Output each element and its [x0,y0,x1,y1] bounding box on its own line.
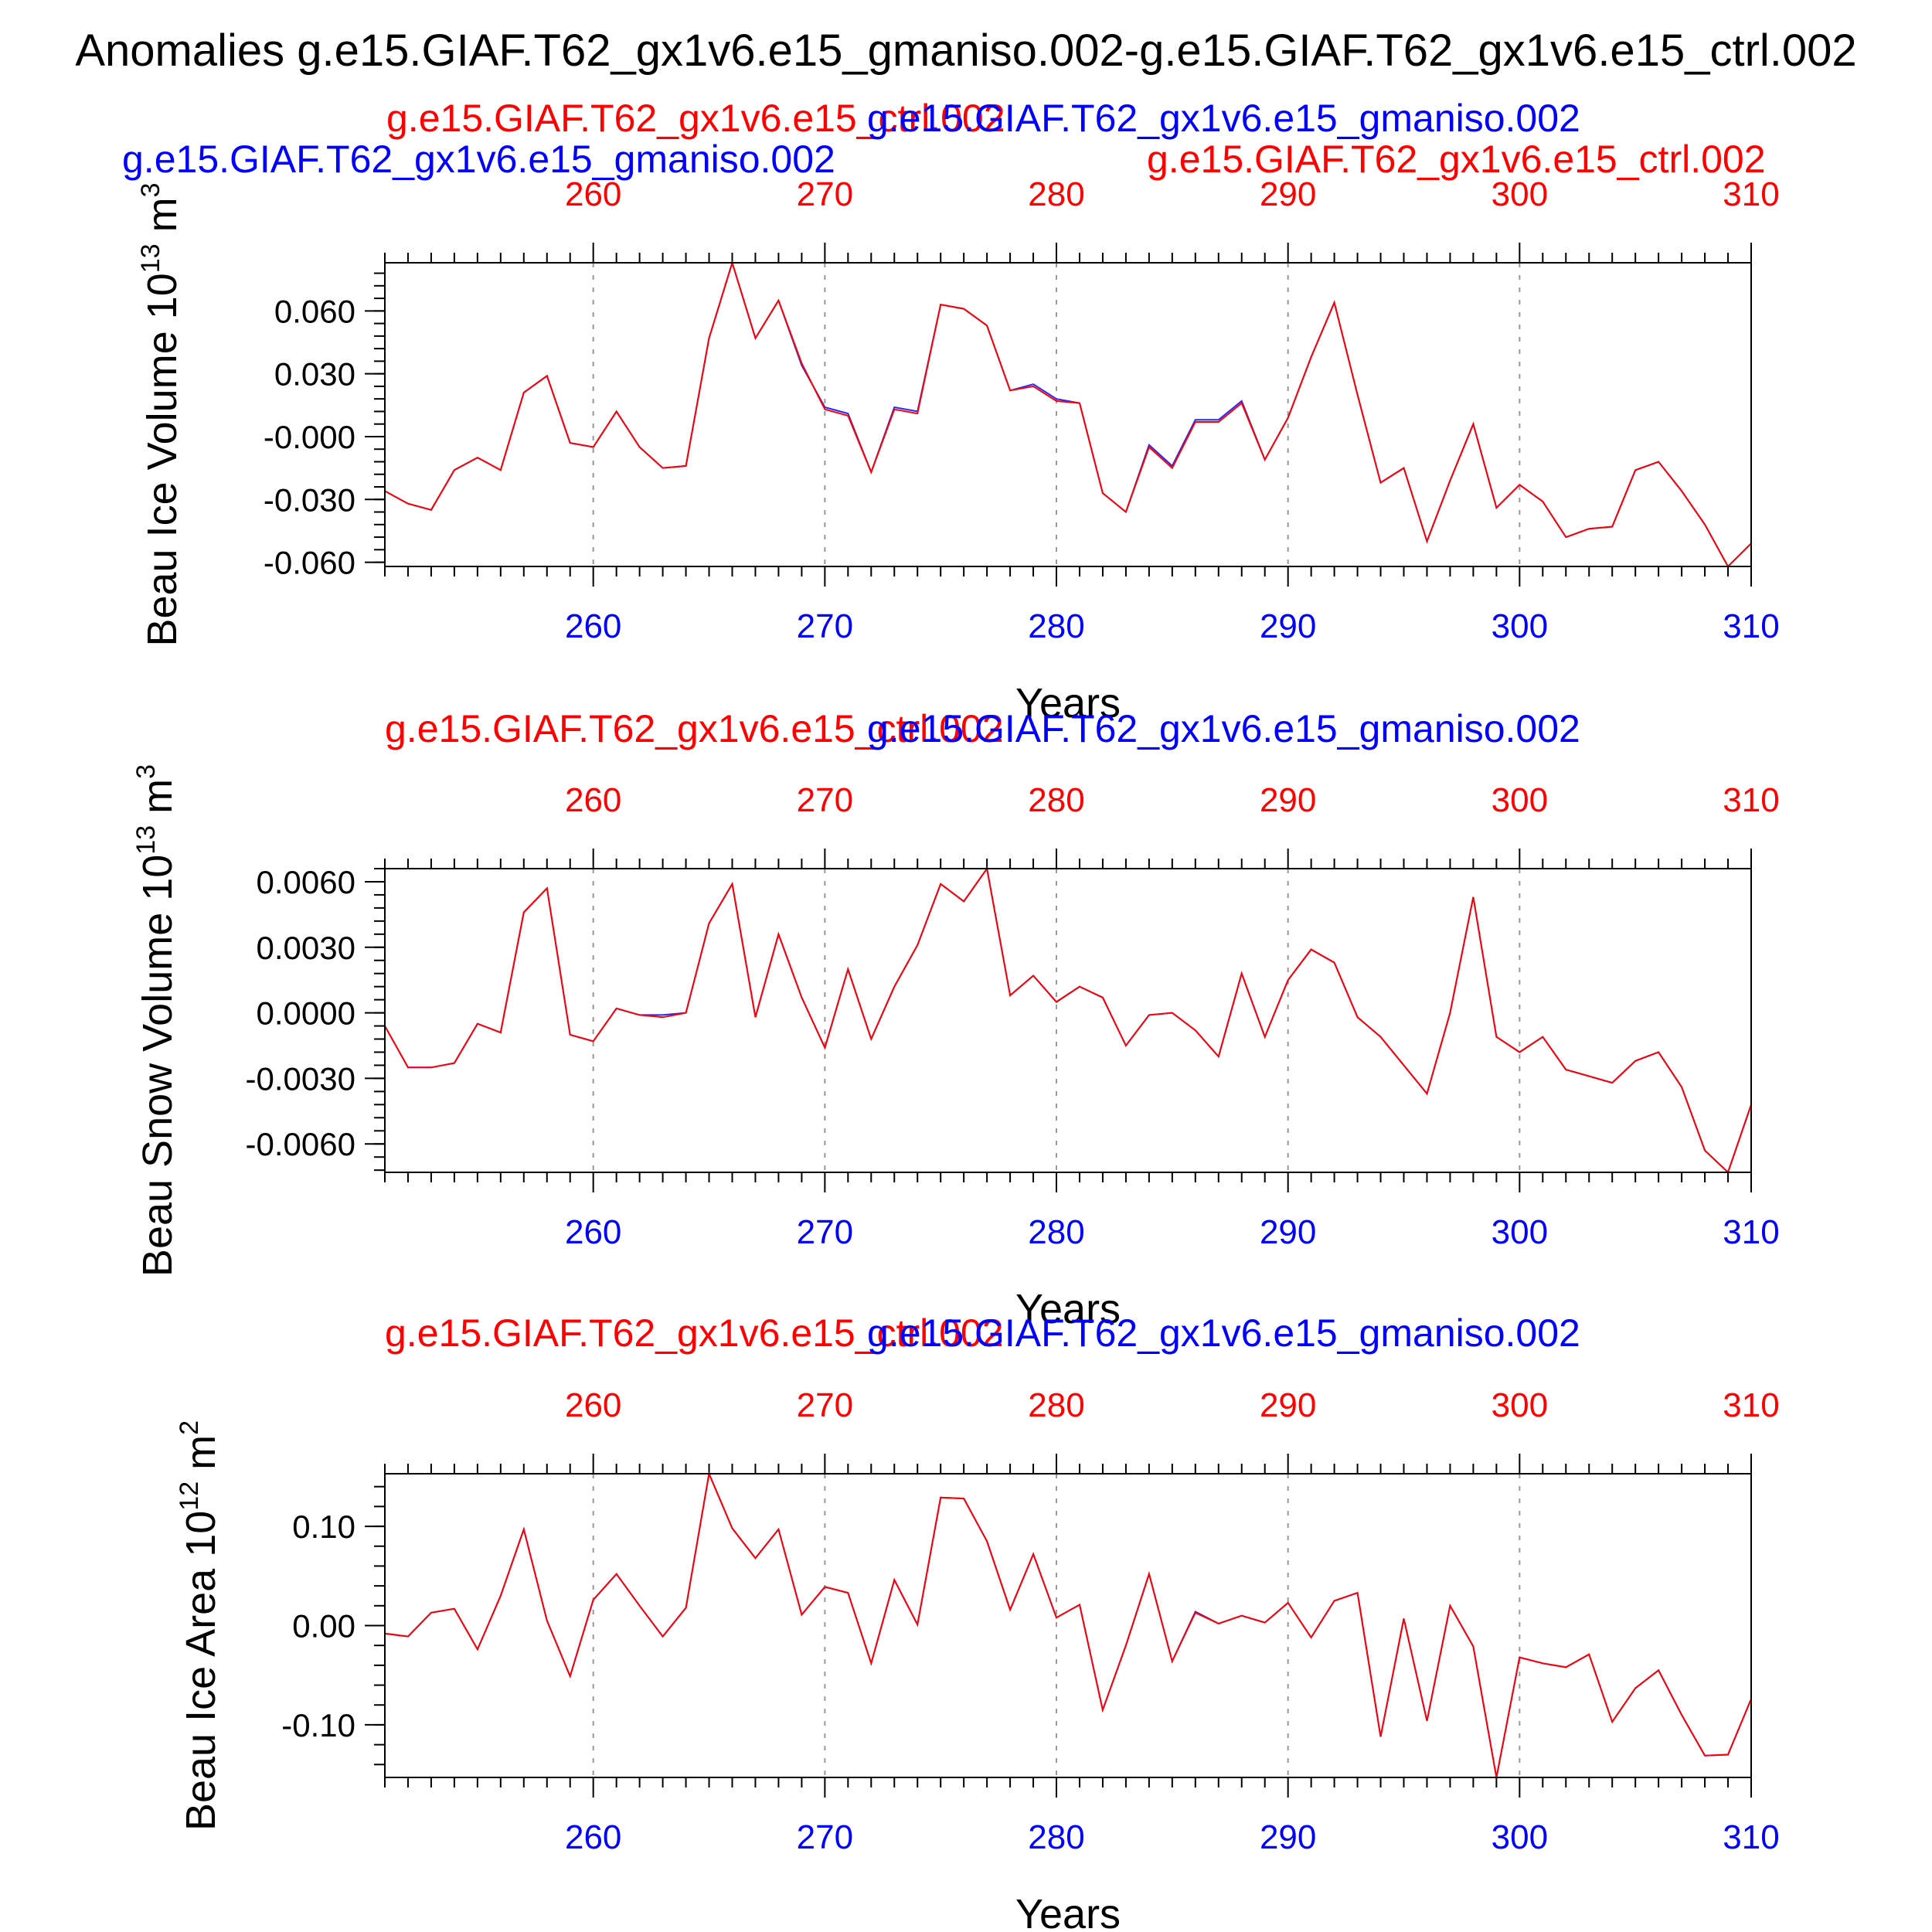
chart-panel-3: g.e15.GIAF.T62_gx1v6.e15_ctrl.002g.e15.G… [175,1311,1780,1932]
top-label-blue: g.e15.GIAF.T62_gx1v6.e15_gmaniso.002 [867,1311,1580,1355]
top-label-red-2: g.e15.GIAF.T62_gx1v6.e15_ctrl.002 [1147,138,1766,181]
x-tick-label-bottom: 300 [1492,607,1548,645]
x-tick-label-top: 270 [797,1386,853,1424]
figure-title: Anomalies g.e15.GIAF.T62_gx1v6.e15_gmani… [75,26,1856,76]
y-axis-label: Beau Ice Area 1012 m2 [175,1420,224,1831]
x-tick-label-top: 310 [1723,175,1779,213]
x-tick-label-bottom: 270 [797,607,853,645]
series-line-red [384,1471,1752,1778]
plot-frame [384,1473,1752,1778]
x-tick-label-bottom: 290 [1260,607,1316,645]
plot-frame [384,262,1752,567]
x-tick-label-bottom: 310 [1723,1213,1779,1251]
x-tick-label-bottom: 310 [1723,1818,1779,1856]
x-axis-label: Years [1015,1286,1121,1332]
x-tick-label-bottom: 270 [797,1818,853,1856]
y-axis-label: Beau Ice Volume 1013 m3 [136,182,185,646]
y-tick-label: 0.10 [292,1509,355,1545]
x-tick-label-top: 300 [1492,1386,1548,1424]
x-tick-label-bottom: 300 [1492,1213,1548,1251]
x-tick-label-top: 290 [1260,1386,1316,1424]
x-tick-label-top: 280 [1028,781,1084,819]
x-tick-label-top: 300 [1492,175,1548,213]
x-tick-label-top: 300 [1492,781,1548,819]
chart-panel-1: g.e15.GIAF.T62_gx1v6.e15_ctrl.002g.e15.G… [122,97,1780,726]
plot-frame [384,868,1752,1173]
top-label-red: g.e15.GIAF.T62_gx1v6.e15_ctrl.002 [385,1311,1004,1355]
x-tick-label-top: 290 [1260,781,1316,819]
x-tick-label-top: 270 [797,175,853,213]
y-tick-label: 0.0030 [257,930,355,966]
top-label-blue: g.e15.GIAF.T62_gx1v6.e15_gmaniso.002 [867,707,1580,750]
x-tick-label-top: 270 [797,781,853,819]
x-tick-label-top: 280 [1028,175,1084,213]
y-axis-label: Beau Snow Volume 1013 m3 [131,764,181,1277]
y-tick-label: -0.060 [264,545,355,581]
x-tick-label-bottom: 270 [797,1213,853,1251]
x-tick-label-top: 310 [1723,781,1779,819]
top-label-blue-2: g.e15.GIAF.T62_gx1v6.e15_gmaniso.002 [122,138,835,181]
series-line-blue [384,260,1752,568]
x-tick-label-bottom: 310 [1723,607,1779,645]
series-line-red [384,866,1752,1174]
x-tick-label-bottom: 260 [565,1213,621,1251]
y-tick-label: -0.030 [264,481,355,518]
panels: g.e15.GIAF.T62_gx1v6.e15_ctrl.002g.e15.G… [122,97,1780,1932]
y-tick-label: -0.10 [281,1707,355,1743]
y-tick-label: 0.0060 [257,864,355,900]
y-tick-label: 0.030 [274,356,355,393]
y-tick-label: 0.0000 [257,995,355,1032]
x-tick-label-top: 260 [565,175,621,213]
top-label-blue: g.e15.GIAF.T62_gx1v6.e15_gmaniso.002 [867,97,1580,140]
x-tick-label-top: 290 [1260,175,1316,213]
x-tick-label-top: 260 [565,1386,621,1424]
x-tick-label-bottom: 300 [1492,1818,1548,1856]
series-line-blue [384,866,1752,1174]
x-tick-label-top: 260 [565,781,621,819]
x-axis-label: Years [1015,1891,1121,1932]
x-tick-label-bottom: 280 [1028,607,1084,645]
top-label-red: g.e15.GIAF.T62_gx1v6.e15_ctrl.002 [386,97,1005,140]
x-tick-label-bottom: 260 [565,1818,621,1856]
x-tick-label-top: 280 [1028,1386,1084,1424]
y-tick-label: 0.00 [292,1608,355,1645]
x-tick-label-bottom: 260 [565,607,621,645]
y-tick-label: -0.0030 [246,1060,355,1097]
series-line-red [384,260,1752,568]
x-tick-label-bottom: 280 [1028,1818,1084,1856]
x-axis-label: Years [1015,680,1121,726]
x-tick-label-bottom: 280 [1028,1213,1084,1251]
series-line-blue [384,1471,1752,1778]
y-tick-label: 0.060 [274,293,355,329]
chart-panel-2: g.e15.GIAF.T62_gx1v6.e15_ctrl.002g.e15.G… [131,707,1780,1332]
x-tick-label-bottom: 290 [1260,1818,1316,1856]
x-tick-label-bottom: 290 [1260,1213,1316,1251]
y-tick-label: -0.0060 [246,1126,355,1162]
x-tick-label-top: 310 [1723,1386,1779,1424]
y-tick-label: -0.000 [264,419,355,455]
top-label-red: g.e15.GIAF.T62_gx1v6.e15_ctrl.002 [385,707,1004,750]
